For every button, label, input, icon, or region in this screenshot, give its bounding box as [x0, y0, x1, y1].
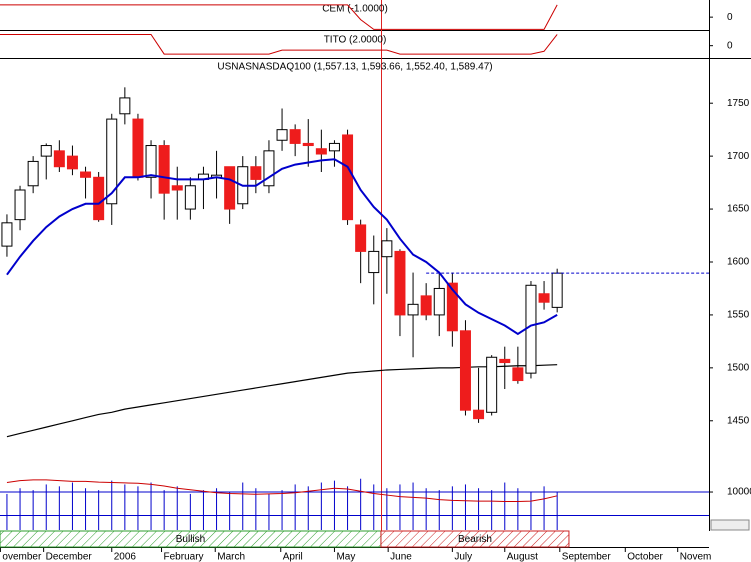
time-label: July — [454, 552, 472, 562]
candle-body — [407, 303, 419, 316]
candle-body — [14, 189, 26, 221]
cem-title: CEM (-1.0000) — [322, 4, 388, 15]
indicator-tick-label: 0 — [727, 40, 733, 51]
candle-body — [145, 145, 157, 178]
candle-body — [250, 166, 262, 180]
candle-body — [184, 185, 196, 210]
time-label: May — [336, 552, 355, 562]
price-tick-label: 1750 — [727, 98, 750, 109]
indicator-line — [0, 33, 558, 55]
candle-body — [420, 295, 432, 316]
candle-body — [355, 224, 367, 252]
price-tick-label: 1650 — [727, 204, 750, 215]
price-tick-label: 1450 — [727, 415, 750, 426]
candle-body — [433, 287, 445, 316]
time-label: Novem — [680, 552, 712, 562]
signal-label: Bullish — [176, 534, 205, 545]
candle-body — [342, 134, 354, 221]
time-label: September — [562, 552, 612, 562]
candle-body — [80, 171, 92, 178]
price-tick-label: 1500 — [727, 362, 750, 373]
candle-body — [224, 166, 236, 210]
candle-body — [486, 356, 498, 413]
candle-body — [473, 409, 485, 420]
indicator-line — [0, 4, 558, 30]
candle-body — [499, 358, 511, 364]
candle-body — [106, 118, 118, 205]
candle-body — [512, 367, 524, 382]
candle-body — [459, 330, 471, 411]
candle-body — [276, 129, 288, 141]
short-average — [6, 158, 558, 336]
candle-body — [446, 282, 458, 332]
price-title: USNASNASDAQ100 (1,557.13, 1,593.66, 1,55… — [217, 62, 492, 73]
signal-band — [380, 530, 570, 548]
candle-body — [158, 145, 170, 194]
candle-body — [66, 155, 78, 170]
candle-body — [263, 150, 275, 187]
volume-average — [6, 479, 558, 503]
candle-body — [27, 160, 39, 187]
candle-body — [93, 176, 105, 221]
indicator-tick-label: 0 — [727, 12, 733, 23]
time-label: February — [164, 552, 204, 562]
time-label: March — [217, 552, 245, 562]
time-label: December — [46, 552, 93, 562]
time-label: April — [283, 552, 303, 562]
candle-body — [289, 129, 301, 144]
time-label: June — [390, 552, 412, 562]
candle-body — [368, 250, 380, 274]
time-label: October — [627, 552, 663, 562]
plot-layer: 1450 1500 1550 1600 1650 1700 1750 ovember Decem… — [0, 4, 751, 562]
candle-body — [394, 250, 406, 316]
time-label: August — [507, 552, 538, 562]
candle-body — [551, 272, 563, 308]
candle-body — [315, 148, 327, 155]
candle-body — [538, 293, 550, 303]
time-label: 2006 — [114, 552, 137, 562]
time-label: ovember — [2, 552, 42, 562]
tito-title: TITO (2.0000) — [324, 35, 387, 46]
candle-body — [119, 97, 131, 115]
price-tick-label: 1550 — [727, 310, 750, 321]
candle-body — [171, 185, 183, 191]
candle-body — [381, 240, 393, 258]
price-tick-label: 1700 — [727, 151, 750, 162]
candle-body — [132, 118, 144, 178]
candle-body — [53, 150, 65, 168]
volume-scale-box — [710, 519, 750, 531]
candle-body — [302, 142, 314, 147]
candle-body — [1, 222, 13, 247]
signal-label: Bearish — [458, 534, 492, 545]
candle-body — [525, 284, 537, 374]
candle-body — [40, 145, 52, 157]
candle-body — [328, 142, 340, 152]
price-tick-label: 1600 — [727, 257, 750, 268]
